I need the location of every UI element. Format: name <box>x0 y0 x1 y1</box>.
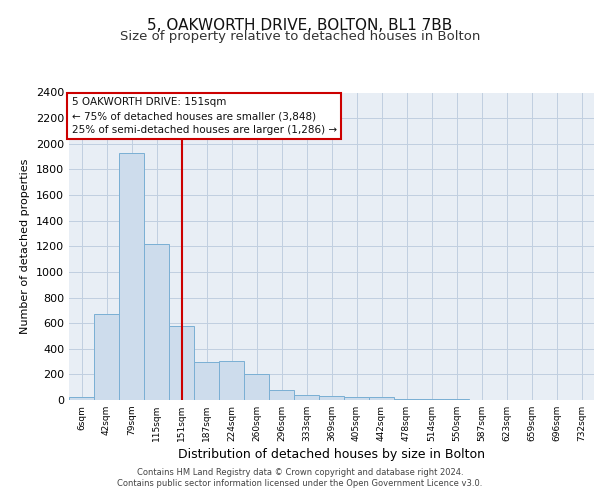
Bar <box>119 152 144 400</box>
Text: Contains HM Land Registry data © Crown copyright and database right 2024.: Contains HM Land Registry data © Crown c… <box>137 468 463 477</box>
Bar <box>344 397 369 400</box>
Text: Size of property relative to detached houses in Bolton: Size of property relative to detached ho… <box>120 30 480 43</box>
Bar <box>194 362 219 400</box>
Bar <box>69 398 94 400</box>
Text: Contains public sector information licensed under the Open Government Licence v3: Contains public sector information licen… <box>118 479 482 488</box>
X-axis label: Distribution of detached houses by size in Bolton: Distribution of detached houses by size … <box>178 448 485 461</box>
Bar <box>319 396 344 400</box>
Y-axis label: Number of detached properties: Number of detached properties <box>20 158 31 334</box>
Bar <box>394 398 419 400</box>
Bar <box>294 395 319 400</box>
Bar <box>94 314 119 400</box>
Bar <box>369 397 394 400</box>
Bar <box>419 398 444 400</box>
Bar <box>169 326 194 400</box>
Bar <box>244 374 269 400</box>
Text: 5 OAKWORTH DRIVE: 151sqm
← 75% of detached houses are smaller (3,848)
25% of sem: 5 OAKWORTH DRIVE: 151sqm ← 75% of detach… <box>71 97 337 135</box>
Bar <box>269 390 294 400</box>
Bar <box>144 244 169 400</box>
Text: 5, OAKWORTH DRIVE, BOLTON, BL1 7BB: 5, OAKWORTH DRIVE, BOLTON, BL1 7BB <box>148 18 452 32</box>
Bar <box>219 361 244 400</box>
